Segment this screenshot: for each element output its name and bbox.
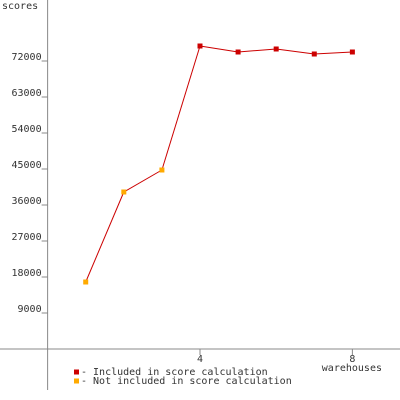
line-segment [85, 191, 125, 283]
y-tick-label: 54000 [12, 124, 42, 135]
point [349, 49, 355, 55]
legend-label: - Not included in score calculation [81, 376, 292, 387]
line-segment [123, 169, 163, 193]
line-segment [161, 45, 201, 171]
y-tick-label: 36000 [12, 196, 42, 207]
point [159, 167, 165, 173]
legend-label: - Included in score calculation [81, 367, 268, 378]
point [311, 51, 317, 57]
line-segment [314, 51, 353, 55]
y-tick-label: 9000 [18, 304, 42, 315]
x-tick-label: 8 [349, 354, 355, 365]
line-segment [199, 45, 239, 53]
point [273, 46, 279, 52]
x-axis-label: warehouses [322, 363, 382, 374]
point [235, 49, 241, 55]
legend-swatch [74, 378, 79, 384]
y-tick-label: 18000 [12, 268, 42, 279]
point [121, 189, 127, 195]
y-tick-label: 63000 [12, 88, 42, 99]
line-segment [276, 48, 315, 55]
y-tick-label: 45000 [12, 160, 42, 171]
y-tick-label: 72000 [12, 52, 42, 63]
x-tick-label: 4 [197, 354, 203, 365]
y-tick-label: 27000 [12, 232, 42, 243]
y-axis-label: scores [2, 1, 38, 12]
point [83, 279, 89, 285]
line-segment [238, 48, 277, 53]
legend-swatch [74, 369, 79, 375]
point [197, 43, 203, 49]
